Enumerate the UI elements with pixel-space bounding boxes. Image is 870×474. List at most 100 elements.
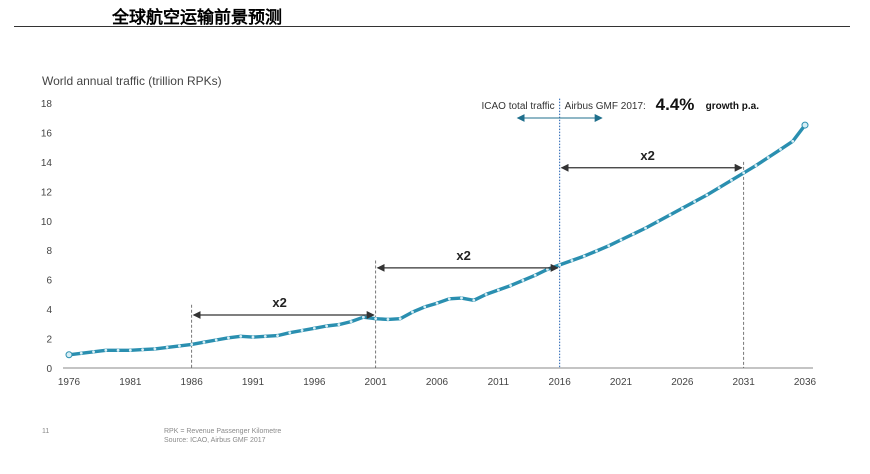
data-point (447, 297, 451, 301)
x-tick-label: 1981 (119, 377, 142, 388)
x-axis: 1976 1981 1986 1991 1996 2001 2006 2011 2016 2021… (58, 367, 817, 388)
data-point (65, 351, 73, 359)
series-layer (65, 121, 809, 359)
data-point (693, 200, 696, 204)
data-point (730, 178, 733, 182)
x-tick-label: 2011 (488, 377, 510, 388)
footnote: RPK = Revenue Passenger Kilometre Source… (164, 427, 281, 445)
data-point (227, 336, 230, 340)
doubling-arrows: x2 x2 x2 (192, 148, 743, 319)
data-point (411, 310, 414, 314)
footnote-source: Source: ICAO, Airbus GMF 2017 (164, 437, 266, 444)
data-point (165, 345, 169, 349)
data-point (496, 288, 500, 292)
data-point (631, 232, 635, 236)
y-tick-label: 18 (41, 99, 53, 110)
y-axis: 0 2 4 6 8 10 12 14 16 18 (41, 99, 53, 375)
data-point (141, 348, 145, 351)
data-point (509, 284, 512, 287)
x-tick-label: 2016 (549, 377, 572, 388)
data-point (595, 249, 598, 253)
data-point (521, 279, 525, 282)
data-point (680, 206, 684, 210)
data-point (128, 348, 132, 352)
data-point (312, 326, 316, 330)
y-tick-label: 16 (41, 128, 53, 139)
guide-lines (191, 98, 745, 368)
data-point (791, 139, 795, 143)
data-point (656, 220, 660, 223)
data-point (717, 186, 721, 190)
data-point (214, 338, 218, 342)
series-line (68, 124, 807, 357)
data-point (92, 350, 95, 354)
data-point (374, 317, 378, 321)
data-point (263, 334, 267, 338)
data-point (337, 323, 341, 326)
y-tick-label: 10 (41, 217, 53, 228)
data-point (801, 121, 809, 129)
data-point (362, 315, 365, 319)
data-point (79, 351, 83, 355)
data-point (288, 331, 292, 335)
data-point (644, 226, 647, 230)
y-tick-label: 6 (46, 276, 52, 287)
data-point (705, 193, 709, 197)
data-point (104, 348, 108, 352)
x-tick-label: 1996 (303, 377, 326, 388)
doubling-label: x2 (456, 248, 470, 263)
x-tick-label: 2036 (794, 377, 817, 388)
y-tick-label: 2 (46, 335, 52, 346)
x-tick-label: 2026 (671, 377, 694, 388)
data-point (484, 292, 488, 296)
data-point (619, 238, 623, 242)
data-point (398, 317, 402, 321)
data-point (570, 259, 574, 262)
data-point (607, 244, 611, 248)
y-tick-label: 4 (46, 305, 52, 316)
data-point (300, 329, 304, 332)
data-point (153, 347, 157, 351)
data-point (668, 213, 672, 217)
page-heading: 全球航空运输前景预测 (112, 8, 282, 28)
doubling-label: x2 (272, 295, 286, 310)
data-point (423, 305, 427, 309)
data-point (349, 320, 353, 324)
data-point (779, 147, 782, 151)
y-tick-label: 8 (46, 246, 52, 257)
y-tick-label: 0 (46, 364, 52, 375)
y-tick-label: 14 (41, 158, 53, 169)
footnote-definition: RPK = Revenue Passenger Kilometre (164, 428, 282, 435)
data-point (582, 254, 586, 258)
x-tick-label: 1976 (58, 377, 81, 388)
page-number: 11 (42, 428, 50, 435)
x-tick-label: 2001 (365, 377, 388, 388)
forecast-annotation: ICAO total traffic Airbus GMF 2017: 4.4% gr… (481, 95, 760, 122)
heading-rule (14, 26, 850, 27)
data-point (190, 343, 194, 346)
x-tick-label: 1986 (181, 377, 204, 388)
data-point (766, 156, 770, 159)
airbus-label: Airbus GMF 2017: (565, 101, 646, 112)
data-point (276, 334, 279, 338)
x-tick-label: 1991 (242, 377, 265, 388)
data-point (251, 335, 255, 339)
chart-title: World annual traffic (trillion RPKs) (42, 74, 222, 88)
data-point (239, 334, 243, 338)
x-tick-label: 2031 (733, 377, 756, 388)
x-tick-label: 2021 (610, 377, 633, 388)
growth-value: 4.4% (656, 95, 695, 114)
growth-text: growth p.a. (706, 101, 760, 112)
data-point (533, 273, 537, 277)
x-tick-label: 2006 (426, 377, 449, 388)
data-point (754, 164, 758, 167)
y-tick-label: 12 (41, 187, 53, 198)
data-point (460, 296, 463, 300)
data-point (558, 263, 562, 267)
data-point (742, 171, 746, 175)
data-point (116, 348, 120, 352)
doubling-label: x2 (640, 148, 654, 163)
data-point (325, 324, 328, 328)
data-point (178, 344, 181, 348)
